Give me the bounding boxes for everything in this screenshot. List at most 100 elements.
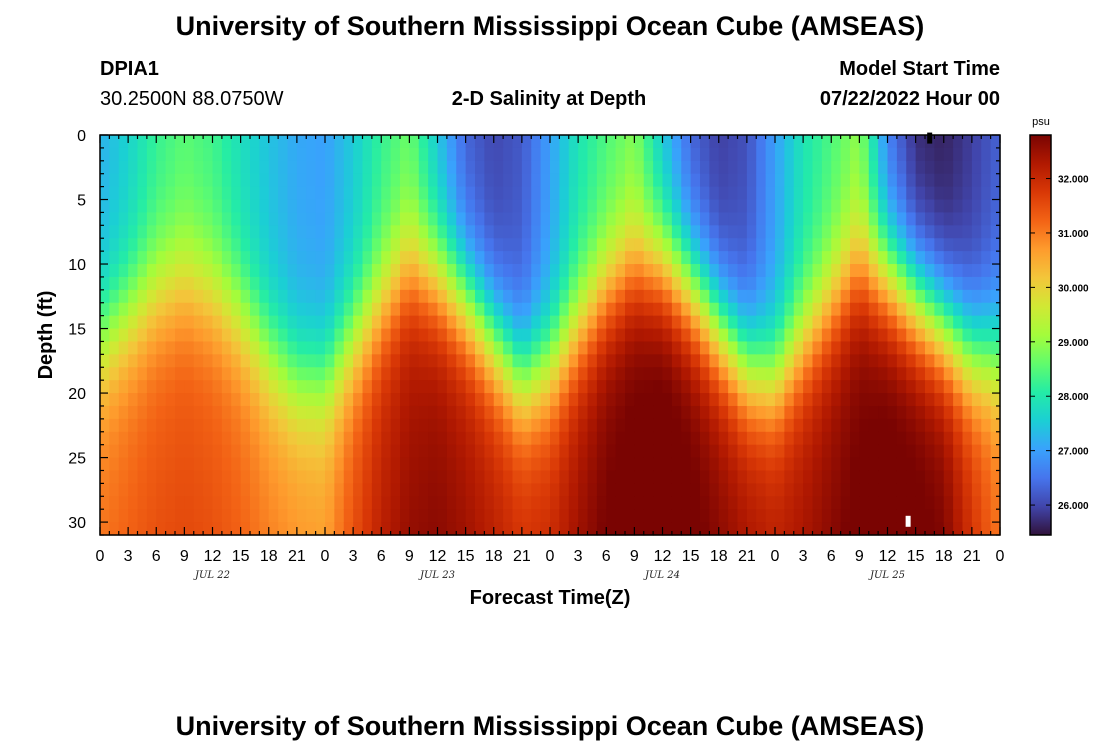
heatmap-cell [128,251,139,265]
heatmap-cell [953,147,964,162]
heatmap-cell [596,264,607,278]
heatmap-cell [353,328,364,343]
heatmap-cell [400,405,410,420]
heatmap-cell [634,186,645,201]
heatmap-cell [128,186,139,201]
heatmap-cell [212,431,223,446]
heatmap-cell [962,289,973,304]
heatmap-cell [428,522,439,536]
heatmap-cell [906,496,917,510]
heatmap-cell [503,264,514,278]
heatmap-cell [259,160,270,175]
heatmap-cell [765,354,776,368]
heatmap-cell [943,199,954,214]
heatmap-cell [568,160,579,175]
heatmap-cell [175,264,185,278]
heatmap-cell [493,212,504,226]
x-tick-label: 0 [321,548,330,565]
heatmap-cell [109,405,120,420]
heatmap-cell [718,225,729,239]
heatmap-cell [653,522,664,536]
heatmap-cell [906,199,917,214]
heatmap-cell [793,431,804,446]
heatmap-cell [953,328,964,343]
heatmap-cell [643,225,654,239]
heatmap-cell [212,147,223,162]
heatmap-cell [878,225,889,239]
heatmap-cell [812,496,823,510]
heatmap-cell [418,212,429,226]
heatmap-cell [353,238,364,252]
heatmap-cell [203,212,214,226]
heatmap-cell [981,393,992,407]
heatmap-cell [156,225,167,239]
heatmap-cell [334,135,345,149]
heatmap-cell [503,367,514,381]
heatmap-cell [531,457,542,472]
heatmap-cell [746,380,757,394]
heatmap-cell [446,509,457,523]
heatmap-cell [896,147,907,162]
heatmap-cell [943,238,954,252]
heatmap-cell [981,264,992,278]
heatmap-cell [296,315,307,330]
heatmap-cell [662,173,673,188]
heatmap-cell [418,496,429,510]
heatmap-cell [109,496,120,510]
heatmap-cell [943,186,954,201]
heatmap-cell [315,173,326,188]
station-id: DPIA1 [100,58,159,80]
heatmap-cell [671,328,682,343]
heatmap-cell [643,483,654,497]
heatmap-cell [325,135,335,149]
heatmap-cell [709,509,720,523]
heatmap-cell [934,251,945,265]
heatmap-cell [184,251,195,265]
heatmap-cell [578,199,589,214]
heatmap-cell [428,225,439,239]
heatmap-cell [821,380,832,394]
heatmap-cell [212,354,223,368]
heatmap-cell [278,173,289,188]
heatmap-cell [596,289,607,304]
heatmap-cell [634,470,645,484]
heatmap-cell [653,393,664,407]
heatmap-cell [343,457,354,472]
heatmap-cell [493,302,504,317]
heatmap-cell [503,405,514,420]
heatmap-cell [868,264,879,278]
heatmap-cell [690,496,701,510]
heatmap-cell [643,431,654,446]
heatmap-cell [325,380,335,394]
heatmap-cell [653,457,664,472]
heatmap-cell [850,509,860,523]
heatmap-cell [765,289,776,304]
heatmap-cell [409,147,420,162]
heatmap-cell [268,328,279,343]
heatmap-cell [259,225,270,239]
heatmap-cell [653,405,664,420]
heatmap-cell [700,302,710,317]
heatmap-cell [934,238,945,252]
heatmap-cell [278,522,289,536]
heatmap-cell [231,483,242,497]
heatmap-cell [475,457,485,472]
heatmap-cell [371,199,382,214]
heatmap-cell [728,509,739,523]
date-label: JUL 25 [868,570,905,581]
heatmap-cell [568,199,579,214]
heatmap-cell [896,289,907,304]
heatmap-cell [981,302,992,317]
heatmap-cell [400,302,410,317]
heatmap-cell [165,522,176,536]
heatmap-cell [156,380,167,394]
heatmap-cell [109,418,120,433]
heatmap-cell [934,341,945,355]
heatmap-cell [653,186,664,201]
heatmap-cell [184,418,195,433]
heatmap-cell [484,341,495,355]
heatmap-cell [578,431,589,446]
heatmap-cell [278,393,289,407]
heatmap-cell [765,302,776,317]
heatmap-cell [390,315,401,330]
